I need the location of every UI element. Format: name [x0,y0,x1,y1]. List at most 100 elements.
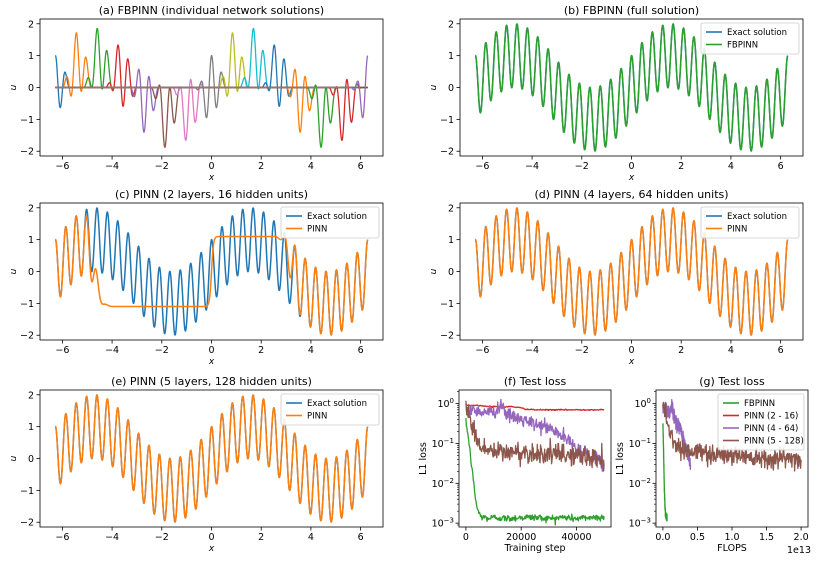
legend-label: FBPINN [727,41,758,51]
plot-area [54,27,369,148]
x-tick-label: 6 [778,345,784,356]
x-tick-label: 4 [728,345,734,356]
panel-e: −6 −4 −2 0 2 4 6 −2 −1 0 1 2 (e) PINN (5 layers, 128… [9,375,384,554]
axes-frame [458,389,612,528]
x-tick-label: 2.0 [794,532,809,543]
series-line-1 [54,215,369,336]
y-tick-label: 10−3 [432,517,454,530]
x-axis-label: x [628,357,635,367]
y-tick-label: 10−1 [432,437,454,450]
x-tick-label: 1.0 [724,532,739,543]
series-line-0 [662,423,668,522]
legend-box [700,206,800,239]
y-tick-label: −1 [20,486,34,497]
y-tick-label: 2 [28,203,34,214]
x-axis-label: x [208,357,215,367]
y-tick-label: −1 [20,299,34,310]
legend-label: Exact solution [307,212,367,222]
y-tick-label: 10−1 [629,437,651,450]
y-tick-label: −1 [20,115,34,126]
y-tick-label: 0 [448,83,454,94]
legend-label: PINN [307,225,327,235]
x-tick-label: −2 [575,161,589,172]
y-tick-label: 2 [28,19,34,30]
x-tick-label: 0 [208,161,214,172]
x-offset-label: 1e13 [787,545,811,556]
y-tick-label: 0 [448,267,454,278]
subdomain-network-line [54,54,369,109]
y-tick-label: 1 [28,235,34,246]
subdomain-network-line [54,68,369,133]
plot-area [54,394,369,523]
y-tick-label: 100 [437,397,454,410]
legend: Exact solution PINN [700,206,800,239]
y-tick-label: 0 [28,267,34,278]
y-tick-label: 2 [28,390,34,401]
x-axis-label: x [628,173,635,183]
subdomain-network-line [54,68,369,133]
legend-label: PINN [307,412,327,422]
plot-area [474,23,789,152]
panel-f: 0 20000 40000 10−3 10−2 10−1 100 (f) Test loss T… [418,375,612,554]
y-tick-label: −2 [20,518,34,529]
legend-label: PINN (2 - 16) [744,412,798,422]
y-axis-label: L1 loss [418,442,429,475]
panel-b: −6 −4 −2 0 2 4 6 −2 −1 0 1 2 (b) FBPINN (full soluti… [429,4,804,183]
y-tick-label: −1 [440,115,454,126]
x-tick-label: 0 [463,532,469,543]
x-tick-label: 0.0 [655,532,670,543]
panel-a: −6 −4 −2 0 2 4 6 −2 −1 0 1 2 (a) FBPINN (individual … [9,4,384,183]
subdomain-network-line [54,84,369,148]
series-line-1 [474,207,789,336]
x-tick-label: 0 [628,345,634,356]
subdomain-network-line [54,44,369,107]
subdomain-network-line [54,55,369,119]
legend-label: Exact solution [727,212,787,222]
legend-label: PINN (5 - 128) [744,437,804,447]
legend: FBPINN PINN (2 - 16) PINN (4 - 64) PINN (5 … [717,393,805,451]
x-tick-label: −6 [475,345,489,356]
x-tick-label: 0.5 [690,532,705,543]
x-tick-label: 40000 [561,532,591,543]
x-tick-label: 0 [628,161,634,172]
legend: Exact solution FBPINN [700,22,800,55]
y-tick-label: −2 [20,147,34,158]
plot-area [474,207,789,336]
panel-d: −6 −4 −2 0 2 4 6 −2 −1 0 1 2 (d) PINN (4 layers, 64 … [429,188,804,367]
x-tick-label: 2 [258,161,264,172]
x-tick-label: 6 [778,161,784,172]
subdomain-network-line [54,44,369,107]
x-tick-label: 4 [728,161,734,172]
y-tick-label: 1 [28,422,34,433]
chart-title: (d) PINN (4 layers, 64 hidden units) [534,188,728,201]
subdomain-network-line [54,84,369,148]
legend-label: PINN [727,225,747,235]
y-tick-label: 1 [448,51,454,62]
y-tick-label: −2 [440,147,454,158]
plot-area [54,207,369,336]
chart-title: (f) Test loss [504,375,567,388]
y-tick-label: 0 [28,83,34,94]
x-tick-label: −4 [105,345,119,356]
x-tick-label: −4 [105,532,119,543]
legend-box [717,393,805,451]
legend-label: FBPINN [744,399,775,409]
x-tick-label: 20000 [506,532,536,543]
y-axis-label: u [429,268,439,274]
x-tick-label: 2 [678,161,684,172]
y-tick-label: 100 [634,397,651,410]
x-tick-label: 0 [208,532,214,543]
chart-title: (g) Test loss [699,375,765,388]
series-line-1 [54,394,369,523]
x-tick-label: −2 [575,345,589,356]
y-tick-label: 0 [28,454,34,465]
y-tick-label: 10−2 [629,477,651,490]
x-tick-label: −2 [155,532,169,543]
x-tick-label: −2 [155,161,169,172]
y-tick-label: −2 [20,331,34,342]
x-axis-label: Training step [503,543,565,554]
x-tick-label: −6 [55,345,69,356]
y-tick-label: 10−2 [432,477,454,490]
y-tick-label: 2 [448,203,454,214]
